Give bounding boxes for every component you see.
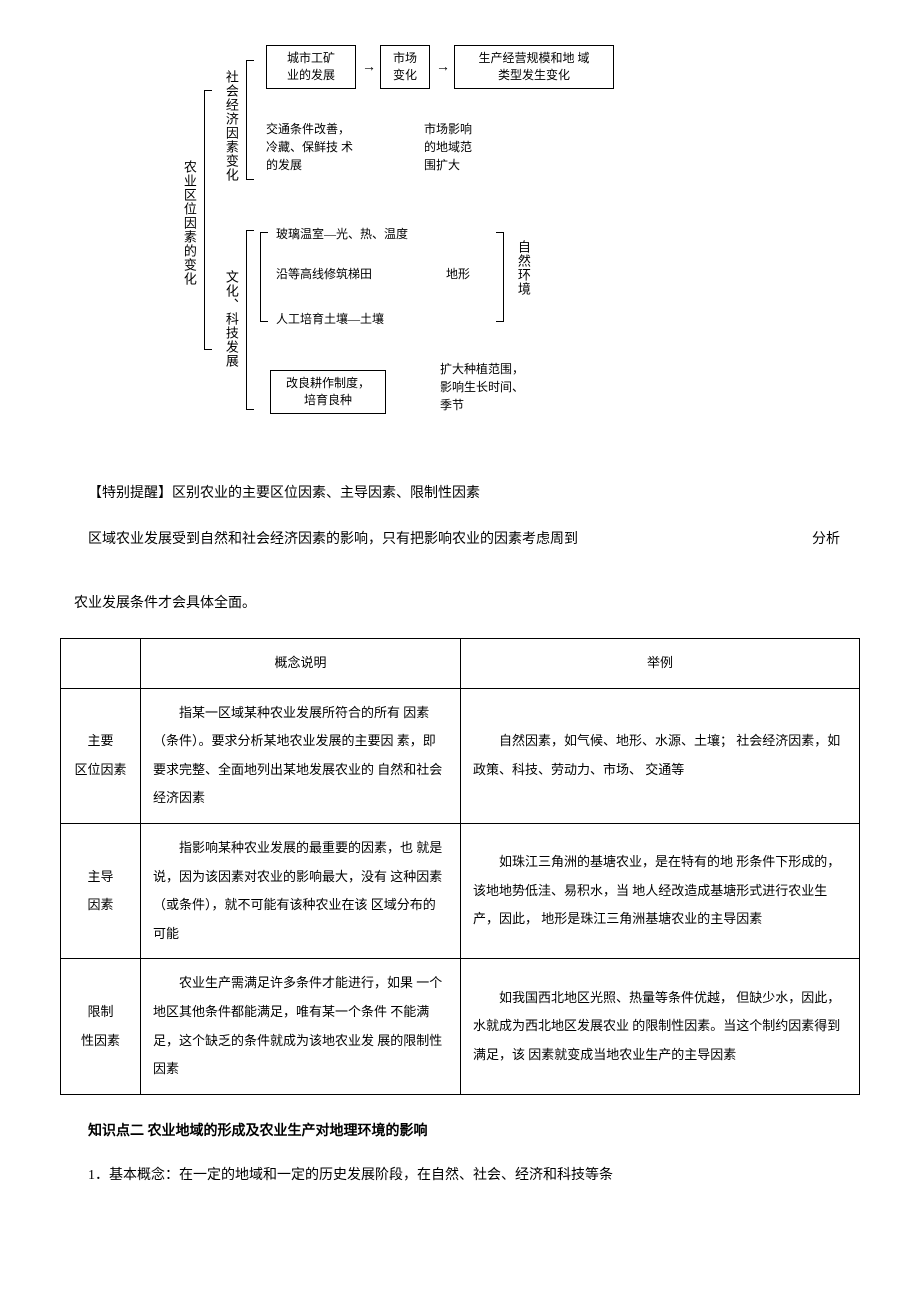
context-para-1: 区域农业发展受到自然和社会经济因素的影响，只有把影响农业的因素考虑周到 分析	[60, 526, 860, 554]
row-label: 主导因素	[61, 823, 141, 958]
breed-box: 改良耕作制度，培育良种	[270, 370, 386, 414]
table-row: 限制性因素 农业生产需满足许多条件才能进行，如果 一个地区其他条件都能满足，唯有…	[61, 959, 860, 1094]
reminder-text: 区别农业的主要区位因素、主导因素、限制性因素	[172, 486, 480, 501]
table-header-concept: 概念说明	[141, 639, 461, 689]
row-example: 自然因素，如气候、地形、水源、土壤； 社会经济因素，如政策、科技、劳动力、市场、…	[461, 688, 860, 823]
reminder-label: 【特别提醒】	[88, 486, 172, 501]
socio-bracket	[246, 60, 254, 180]
soil-text: 人工培育土壤—土壤	[276, 310, 384, 328]
arrow-icon: →	[436, 55, 450, 80]
expand-text: 扩大种植范围，影响生长时间、季节	[440, 360, 560, 414]
transport-text: 交通条件改善，冷藏、保鲜技 术的发展	[266, 120, 386, 174]
section-2-title: 知识点二 农业地域的形成及农业生产对地理环境的影响	[60, 1119, 860, 1144]
table-header-example: 举例	[461, 639, 860, 689]
row-concept: 指某一区域某种农业发展所符合的所有 因素（条件）。要求分析某地农业发展的主要因 …	[141, 688, 461, 823]
market-range-text: 市场影响的地域范围扩大	[424, 120, 514, 174]
terrace-text: 沿等高线修筑梯田	[276, 265, 372, 283]
nature-inner-bracket	[260, 232, 268, 322]
culture-vertical-label: 文化、科技发展	[222, 270, 239, 368]
row-example: 如珠江三角洲的基塘农业，是在特有的地 形条件下形成的，该地地势低洼、易积水，当 …	[461, 823, 860, 958]
arrow-icon: →	[362, 55, 376, 80]
row-concept: 指影响某种农业发展的最重要的因素，也 就是说，因为该因素对农业的影响最大，没有 …	[141, 823, 461, 958]
table-header-empty	[61, 639, 141, 689]
nature-right-bracket	[496, 232, 504, 322]
row-example: 如我国西北地区光照、热量等条件优越， 但缺少水，因此，水就成为西北地区发展农业 …	[461, 959, 860, 1094]
table-header-row: 概念说明 举例	[61, 639, 860, 689]
scale-box: 生产经营规模和地 域类型发生变化	[454, 45, 614, 89]
table-row: 主要区位因素 指某一区域某种农业发展所符合的所有 因素（条件）。要求分析某地农业…	[61, 688, 860, 823]
flow-diagram: 农业区位因素的变化 社会经济因素变化 城市工矿业的发展 → 市场变化 → 生产经…	[180, 40, 740, 440]
urban-box: 城市工矿业的发展	[266, 45, 356, 89]
row-concept: 农业生产需满足许多条件才能进行，如果 一个地区其他条件都能满足，唯有某一个条件 …	[141, 959, 461, 1094]
culture-bracket	[246, 230, 254, 410]
socio-vertical-label: 社会经济因素变化	[222, 70, 239, 182]
context-text-1a: 区域农业发展受到自然和社会经济因素的影响，只有把影响农业的因素考虑周到	[88, 532, 578, 547]
row-label: 主要区位因素	[61, 688, 141, 823]
market-box: 市场变化	[380, 45, 430, 89]
factors-table: 概念说明 举例 主要区位因素 指某一区域某种农业发展所符合的所有 因素（条件）。…	[60, 638, 860, 1095]
context-text-1b: 分析	[784, 526, 840, 554]
terrain-text: 地形	[446, 265, 470, 283]
main-vertical-label: 农业区位因素的变化	[180, 160, 197, 286]
reminder-para: 【特别提醒】区别农业的主要区位因素、主导因素、限制性因素	[60, 480, 860, 508]
main-bracket	[204, 90, 212, 350]
diagram-container: 农业区位因素的变化 社会经济因素变化 城市工矿业的发展 → 市场变化 → 生产经…	[60, 40, 860, 440]
greenhouse-text: 玻璃温室—光、热、温度	[276, 225, 408, 243]
context-para-2: 农业发展条件才会具体全面。	[60, 590, 860, 618]
row-label: 限制性因素	[61, 959, 141, 1094]
section-2-para-1: 1．基本概念：在一定的地域和一定的历史发展阶段，在自然、社会、经济和科技等条	[60, 1162, 860, 1190]
table-row: 主导因素 指影响某种农业发展的最重要的因素，也 就是说，因为该因素对农业的影响最…	[61, 823, 860, 958]
env-vertical-label: 自然环境	[514, 240, 531, 296]
